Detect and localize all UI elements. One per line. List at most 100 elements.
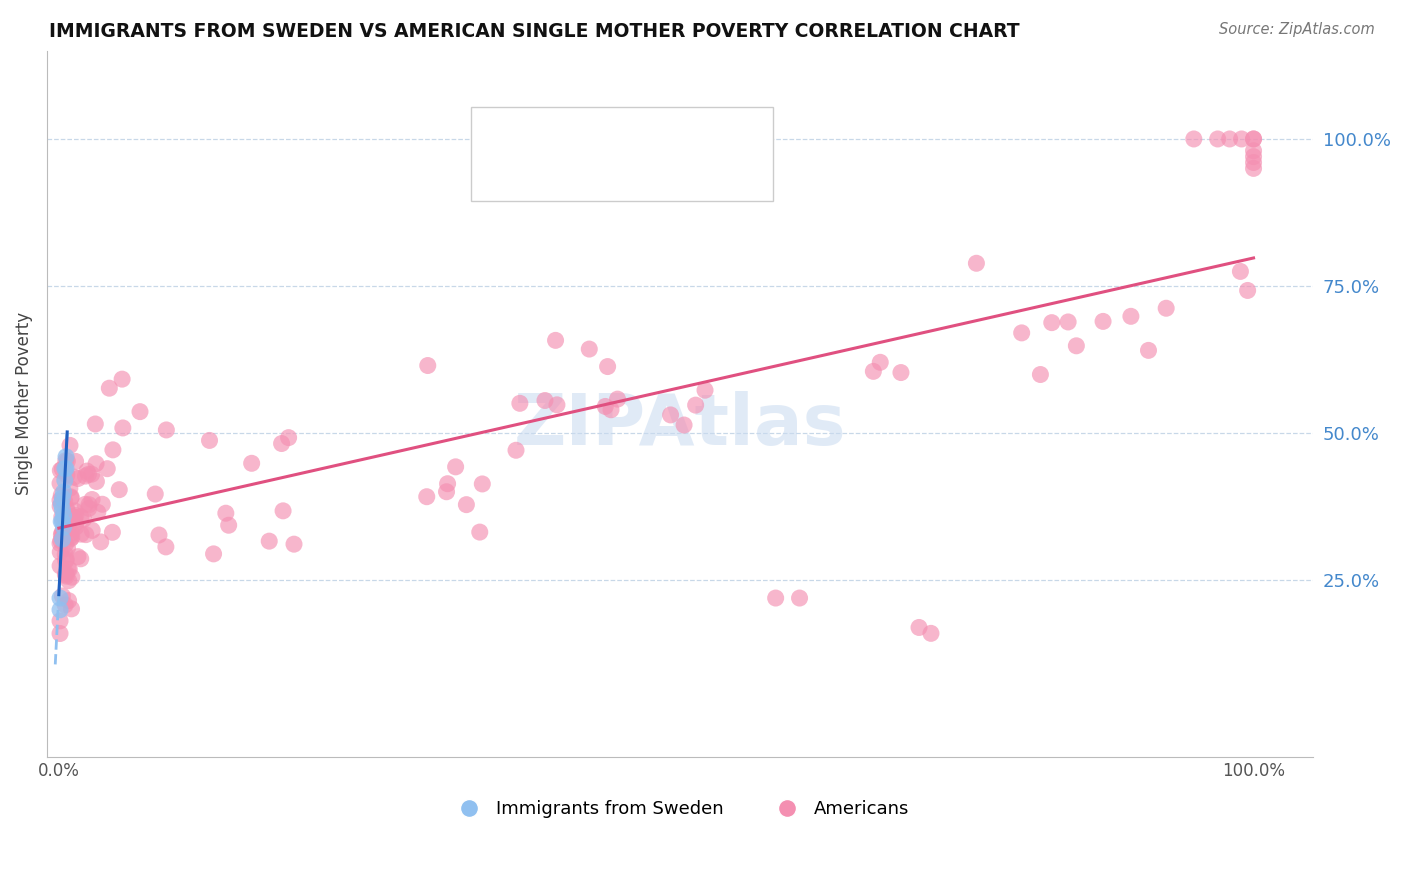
Point (1011, 326, 1033, 340)
Point (1229, 264, 1251, 278)
Point (49, 591, 72, 605)
Point (65, 454, 87, 468)
Point (1243, 150, 1265, 164)
Point (49, 463, 72, 477)
Point (1154, 301, 1177, 316)
Point (90, 535, 112, 549)
Text: IMMIGRANTS FROM SWEDEN VS AMERICAN SINGLE MOTHER POVERTY CORRELATION CHART: IMMIGRANTS FROM SWEDEN VS AMERICAN SINGL… (49, 22, 1019, 41)
Point (62, 510, 84, 524)
Point (66, 549, 89, 564)
Point (55, 566, 77, 581)
Point (65, 508, 87, 523)
Point (1206, 132, 1229, 146)
Point (1092, 314, 1115, 328)
Point (96, 461, 118, 475)
Point (108, 483, 131, 497)
Point (77, 501, 100, 516)
Point (436, 484, 458, 499)
Point (53, 567, 76, 582)
Point (91, 497, 114, 511)
Point (53, 598, 76, 612)
Point (53, 525, 76, 540)
Point (53, 494, 76, 508)
Point (51, 528, 73, 542)
Point (257, 534, 280, 549)
Point (53, 473, 76, 487)
Point (51, 525, 73, 540)
Point (1243, 161, 1265, 176)
Point (509, 396, 531, 410)
Point (72, 512, 94, 526)
Point (215, 506, 238, 520)
Point (1057, 315, 1080, 329)
Point (920, 626, 942, 640)
Point (600, 402, 623, 417)
Point (1066, 339, 1088, 353)
Point (56, 454, 79, 468)
Point (1029, 368, 1052, 382)
Point (58, 574, 80, 588)
Point (49, 614, 72, 628)
Point (55, 569, 77, 583)
Point (456, 498, 478, 512)
Point (52, 525, 75, 540)
Point (55, 450, 77, 464)
Point (80, 492, 103, 507)
Point (98, 381, 121, 395)
Point (56, 468, 79, 483)
Point (240, 456, 263, 470)
Point (606, 392, 628, 406)
Point (416, 359, 439, 373)
Point (66, 471, 89, 485)
Point (49, 626, 72, 640)
Point (155, 423, 177, 437)
Point (59, 481, 82, 495)
Point (198, 434, 221, 448)
Point (84, 417, 107, 431)
Point (693, 383, 716, 397)
Point (52, 508, 75, 523)
Point (77, 467, 100, 482)
Point (58, 562, 80, 576)
Text: R = 0.675: R = 0.675 (513, 165, 612, 183)
Point (80, 467, 103, 482)
Point (49, 476, 72, 491)
Point (56, 541, 79, 556)
Point (51, 531, 73, 545)
Point (49, 500, 72, 514)
Point (111, 421, 134, 435)
Point (202, 547, 225, 561)
Point (1137, 343, 1160, 358)
Point (55, 453, 77, 467)
Text: ZIPAtlas: ZIPAtlas (513, 391, 846, 459)
Point (49, 533, 72, 548)
Point (685, 398, 707, 412)
Text: N = 150: N = 150 (654, 165, 734, 183)
Point (51, 502, 73, 516)
Point (271, 504, 294, 518)
Point (659, 408, 682, 422)
Point (534, 393, 557, 408)
Point (51, 509, 73, 524)
Point (283, 537, 305, 551)
Point (51, 488, 73, 502)
Point (59, 491, 82, 505)
Point (52, 493, 75, 508)
Point (270, 436, 292, 450)
Point (1119, 310, 1142, 324)
Point (578, 342, 600, 356)
Point (56, 514, 79, 528)
Point (59, 532, 82, 546)
Point (65, 520, 87, 534)
Point (1182, 132, 1205, 146)
Point (55, 552, 77, 566)
Point (51, 515, 73, 529)
Point (471, 477, 494, 491)
Point (51, 497, 73, 511)
Point (789, 591, 811, 605)
Point (84, 457, 107, 471)
Point (53, 538, 76, 552)
Point (869, 355, 891, 369)
Point (546, 398, 568, 412)
Point (155, 540, 177, 554)
